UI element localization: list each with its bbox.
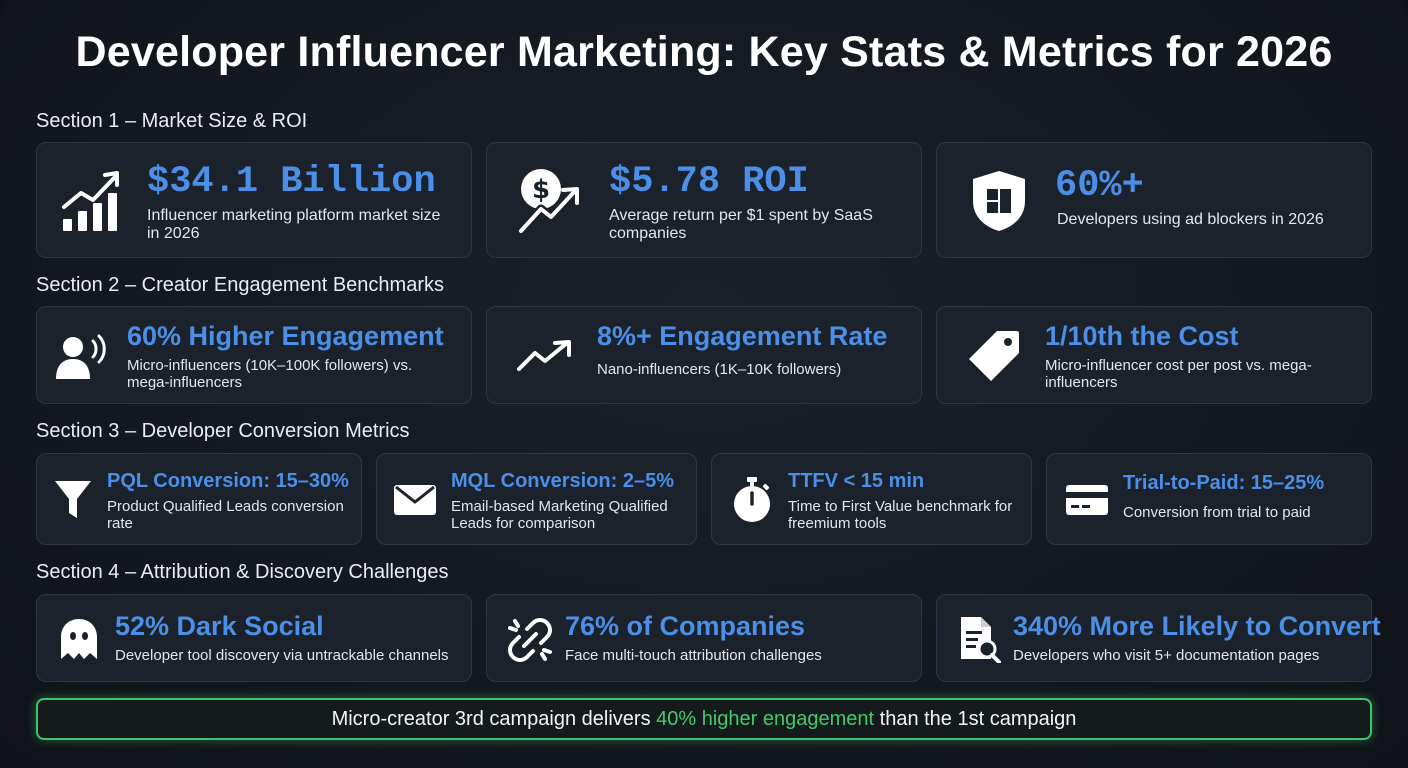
credit-card-icon	[1065, 484, 1109, 516]
broken-link-icon	[507, 617, 553, 663]
section-2-label: Section 2 – Creator Engagement Benchmark…	[36, 274, 444, 296]
stat-description: Influencer marketing platform market siz…	[147, 207, 441, 243]
stat-card-documentation: 340% More Likely to Convert Developers w…	[936, 594, 1381, 682]
stat-card-roi: $ $5.78 ROI Average return per $1 spent …	[486, 142, 922, 258]
stat-value: 1/10th the Cost	[1045, 321, 1239, 351]
envelope-icon	[393, 484, 437, 516]
highlight-banner: Micro-creator 3rd campaign delivers 40% …	[36, 698, 1372, 740]
stat-card-ttfv: TTFV < 15 min Time to First Value benchm…	[711, 453, 1032, 545]
stat-description: Developer tool discovery via untrackable…	[115, 647, 449, 664]
stat-value: Trial-to-Paid: 15–25%	[1123, 472, 1325, 494]
shield-icon	[971, 169, 1027, 233]
stat-card-attribution: 76% of Companies Face multi-touch attrib…	[486, 594, 922, 682]
section-3-label: Section 3 – Developer Conversion Metrics	[36, 420, 410, 442]
stat-value: 340% More Likely to Convert	[1013, 611, 1381, 641]
stat-description: Developers who visit 5+ documentation pa…	[1013, 647, 1320, 664]
stat-value: PQL Conversion: 15–30%	[107, 470, 349, 492]
stat-description: Conversion from trial to paid	[1123, 504, 1311, 521]
stat-card-engagement-rate: 8%+ Engagement Rate Nano-influencers (1K…	[486, 306, 922, 404]
stat-card-market-size: $34.1 Billion Influencer marketing platf…	[36, 142, 472, 258]
stat-value: $5.78 ROI	[609, 161, 809, 203]
stat-value: 52% Dark Social	[115, 611, 324, 641]
stat-card-trial-to-paid: Trial-to-Paid: 15–25% Conversion from tr…	[1046, 453, 1372, 545]
stat-description: Micro-influencer cost per post vs. mega-…	[1045, 357, 1312, 392]
stat-card-mql: MQL Conversion: 2–5% Email-based Marketi…	[376, 453, 697, 545]
stat-value: $34.1 Billion	[147, 161, 436, 203]
dollar-roi-icon: $	[517, 165, 583, 235]
stat-card-pql: PQL Conversion: 15–30% Product Qualified…	[36, 453, 362, 545]
section-1-label: Section 1 – Market Size & ROI	[36, 110, 308, 132]
price-tag-icon	[967, 329, 1021, 383]
funnel-icon	[53, 478, 93, 522]
section-4-label: Section 4 – Attribution & Discovery Chal…	[36, 561, 449, 583]
stat-description: Developers using ad blockers in 2026	[1057, 211, 1324, 228]
trend-up-icon	[517, 339, 573, 373]
stat-description: Average return per $1 spent by SaaS comp…	[609, 207, 873, 243]
growth-chart-icon	[61, 169, 123, 233]
stat-card-higher-engagement: 60% Higher Engagement Micro-influencers …	[36, 306, 472, 404]
stat-description: Email-based Marketing Qualified Leads fo…	[451, 498, 668, 533]
stat-card-cost: 1/10th the Cost Micro-influencer cost pe…	[936, 306, 1372, 404]
banner-text-before: Micro-creator 3rd campaign delivers	[331, 708, 657, 730]
stat-value: TTFV < 15 min	[788, 470, 925, 492]
stat-description: Time to First Value benchmark for freemi…	[788, 498, 1013, 533]
stat-card-ad-blockers: 60%+ Developers using ad blockers in 202…	[936, 142, 1372, 258]
banner-highlight: 40% higher engagement	[656, 708, 875, 730]
ghost-icon	[59, 617, 99, 661]
stat-description: Face multi-touch attribution challenges	[565, 647, 822, 664]
stat-description: Product Qualified Leads conversion rate	[107, 498, 344, 533]
broadcaster-icon	[55, 333, 111, 381]
document-search-icon	[959, 615, 1001, 663]
stat-value: 60%+	[1055, 165, 1144, 207]
stopwatch-icon	[732, 476, 772, 524]
banner-text-after: than the 1st campaign	[874, 708, 1077, 730]
stat-value: 60% Higher Engagement	[127, 321, 444, 351]
stat-value: 76% of Companies	[565, 611, 806, 641]
stat-card-dark-social: 52% Dark Social Developer tool discovery…	[36, 594, 472, 682]
stat-value: 8%+ Engagement Rate	[597, 321, 888, 351]
stat-value: MQL Conversion: 2–5%	[451, 470, 675, 492]
svg-text:$: $	[532, 175, 550, 205]
stat-description: Nano-influencers (1K–10K followers)	[597, 361, 842, 378]
page-title: Developer Influencer Marketing: Key Stat…	[75, 28, 1333, 76]
stat-description: Micro-influencers (10K–100K followers) v…	[127, 357, 413, 392]
